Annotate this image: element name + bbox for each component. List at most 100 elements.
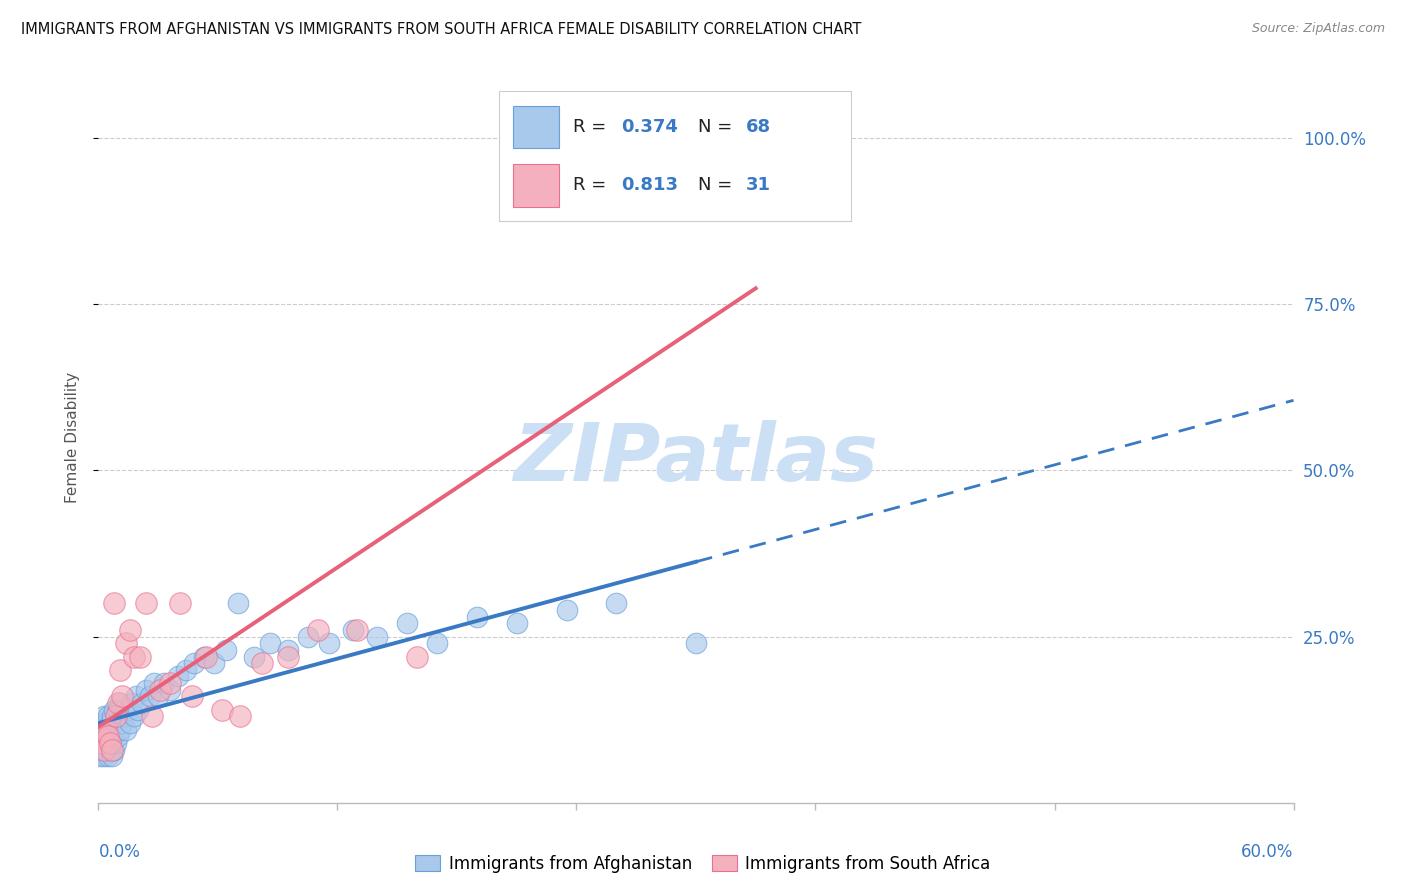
Point	[107, 703, 129, 717]
Point	[202, 656, 225, 670]
Point	[96, 716, 118, 731]
Point	[342, 623, 364, 637]
Point	[346, 623, 368, 637]
Point	[229, 709, 252, 723]
Point	[110, 723, 132, 737]
Text: IMMIGRANTS FROM AFGHANISTAN VS IMMIGRANTS FROM SOUTH AFRICA FEMALE DISABILITY CO: IMMIGRANTS FROM AFGHANISTAN VS IMMIGRANT…	[21, 22, 862, 37]
Text: 60.0%: 60.0%	[1241, 843, 1294, 861]
Point	[121, 696, 143, 710]
Point	[555, 603, 578, 617]
Point	[96, 742, 118, 756]
Text: ZIPatlas: ZIPatlas	[513, 420, 879, 498]
Text: Source: ZipAtlas.com: Source: ZipAtlas.com	[1251, 22, 1385, 36]
Point	[506, 616, 529, 631]
Point	[103, 742, 125, 756]
Point	[195, 649, 218, 664]
Point	[169, 596, 191, 610]
Point	[103, 596, 125, 610]
Point	[396, 616, 419, 631]
Point	[93, 723, 115, 737]
Point	[115, 636, 138, 650]
Point	[93, 736, 115, 750]
Point	[107, 729, 129, 743]
Point	[215, 643, 238, 657]
Point	[406, 649, 429, 664]
Point	[277, 649, 299, 664]
Text: N =: N =	[699, 177, 738, 194]
Point	[125, 690, 148, 704]
Text: R =: R =	[572, 177, 612, 194]
Point	[465, 609, 488, 624]
Point	[93, 742, 115, 756]
Point	[259, 636, 281, 650]
Point	[101, 742, 124, 756]
Point	[93, 709, 115, 723]
Text: 0.0%: 0.0%	[98, 843, 141, 861]
Point	[250, 656, 273, 670]
Point	[141, 709, 163, 723]
Point	[174, 663, 197, 677]
Point	[103, 723, 125, 737]
Point	[93, 749, 115, 764]
Point	[110, 663, 132, 677]
Point	[129, 649, 152, 664]
Point	[91, 742, 114, 756]
Text: N =: N =	[699, 118, 738, 136]
Point	[143, 676, 166, 690]
Point	[100, 716, 122, 731]
Point	[112, 709, 135, 723]
Point	[131, 696, 153, 710]
Legend: Immigrants from Afghanistan, Immigrants from South Africa: Immigrants from Afghanistan, Immigrants …	[409, 848, 997, 880]
Point	[211, 703, 233, 717]
Point	[97, 723, 120, 737]
Point	[96, 729, 118, 743]
Point	[135, 596, 157, 610]
Point	[605, 596, 627, 610]
Point	[89, 729, 111, 743]
Point	[91, 716, 114, 731]
Point	[89, 736, 111, 750]
Point	[115, 723, 138, 737]
Point	[120, 716, 142, 731]
Text: 0.813: 0.813	[620, 177, 678, 194]
Point	[127, 703, 149, 717]
Point	[103, 703, 125, 717]
Point	[105, 716, 128, 731]
Point	[100, 729, 122, 743]
FancyBboxPatch shape	[513, 106, 558, 148]
Point	[96, 723, 118, 737]
Point	[181, 690, 204, 704]
FancyBboxPatch shape	[499, 91, 852, 221]
Point	[117, 703, 139, 717]
FancyBboxPatch shape	[513, 164, 558, 207]
Point	[366, 630, 388, 644]
Point	[685, 636, 707, 650]
Point	[101, 736, 124, 750]
Point	[91, 736, 114, 750]
Point	[111, 716, 134, 731]
Point	[100, 742, 122, 756]
Point	[243, 649, 266, 664]
Point	[297, 630, 319, 644]
Point	[135, 682, 157, 697]
Point	[97, 749, 120, 764]
Text: R =: R =	[572, 118, 612, 136]
Point	[124, 649, 146, 664]
Text: 31: 31	[747, 177, 770, 194]
Point	[745, 131, 768, 145]
Point	[100, 736, 122, 750]
Point	[426, 636, 449, 650]
Point	[89, 749, 111, 764]
Point	[120, 623, 142, 637]
Point	[159, 682, 181, 697]
Point	[183, 656, 205, 670]
Point	[110, 696, 132, 710]
Point	[105, 709, 128, 723]
Point	[159, 676, 181, 690]
Point	[167, 669, 190, 683]
Point	[307, 623, 329, 637]
Point	[148, 690, 170, 704]
Point	[101, 749, 124, 764]
Point	[97, 709, 120, 723]
Point	[97, 729, 120, 743]
